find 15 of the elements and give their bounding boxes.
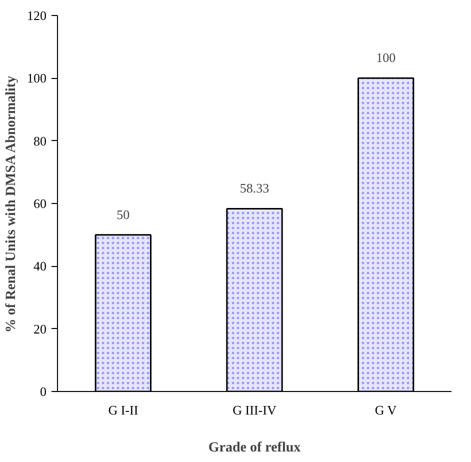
y-tick-label: 40: [34, 258, 46, 274]
x-axis-title: Grade of reflux: [208, 440, 301, 456]
data-label: 100: [376, 50, 396, 66]
data-label: 58.33: [240, 180, 270, 196]
x-tick-label: G III-IV: [232, 402, 277, 418]
y-axis-title: % of Renal Units with DMSA Abnormality: [4, 76, 19, 333]
y-tick-label: 120: [27, 8, 46, 23]
x-tick-label: G V: [374, 402, 398, 418]
y-tick-label: 0: [40, 384, 46, 399]
y-tick-label: 60: [34, 196, 46, 211]
y-tick-label: 80: [34, 133, 46, 148]
data-label: 50: [116, 206, 130, 222]
x-tick-label: G I-II: [108, 402, 138, 418]
y-tick-label: 20: [34, 321, 46, 336]
y-tick-label: 100: [27, 70, 46, 86]
